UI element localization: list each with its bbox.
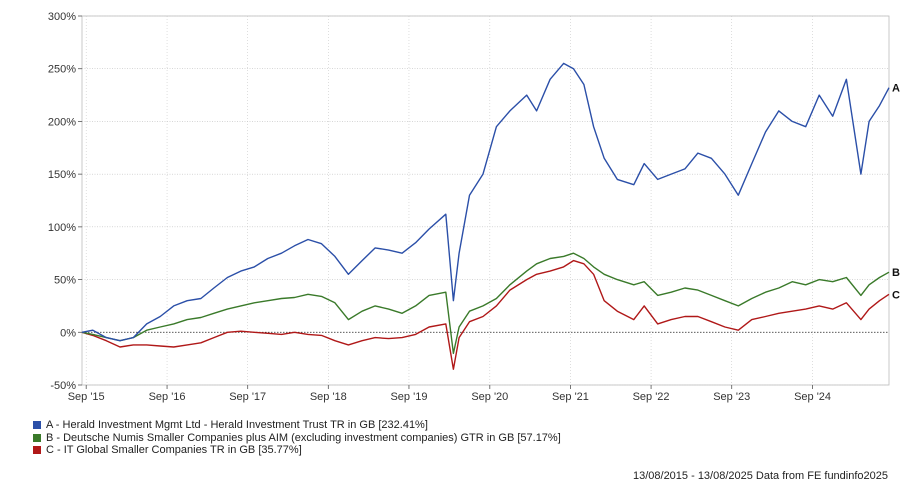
y-tick-label: 300% [48,11,76,23]
x-tick-label: Sep '24 [794,391,831,403]
x-tick-label: Sep '22 [633,391,670,403]
x-tick-label: Sep '20 [471,391,508,403]
legend: A - Herald Investment Mgmt Ltd - Herald … [33,419,561,457]
y-tick-label: 200% [48,116,76,128]
legend-swatch [33,433,41,442]
line-chart: -50%0%50%100%150%200%250%300% Sep '15 Sep… [48,11,900,403]
x-tick-label: Sep '19 [390,391,427,403]
legend-swatch [33,446,41,455]
legend-label: B - Deutsche Numis Smaller Companies plu… [46,431,561,444]
x-tick-label: Sep '23 [713,391,750,403]
series-end-label-a: A [892,83,900,95]
series-end-label-b: B [892,267,900,279]
legend-label: A - Herald Investment Mgmt Ltd - Herald … [46,419,428,431]
series-line-a [81,62,890,342]
series-line-b [81,252,890,355]
plot-frame [81,15,890,386]
gridlines [81,15,890,386]
series-line-c [81,259,890,370]
x-tick-label: Sep '15 [68,391,105,403]
y-tick-label: 50% [54,275,76,287]
legend-swatch [33,421,41,430]
y-tick-label: 0% [60,327,76,339]
footer-note: 13/08/2015 - 13/08/2025 Data from FE fun… [632,470,888,482]
x-tick-label: Sep '17 [229,391,266,403]
end-labels: CB A [892,83,900,302]
series-lines [81,62,890,370]
y-tick-label: 250% [48,64,76,76]
y-tick-label: -50% [50,380,76,392]
x-tick-label: Sep '18 [310,391,347,403]
legend-item: C - IT Global Smaller Companies TR in GB… [33,444,561,457]
y-tick-label: 100% [48,222,76,234]
x-axis: Sep '15 Sep '16 Sep '17 Sep '18 Sep '19 Sep '… [68,385,831,403]
series-end-label-c: C [892,289,900,301]
legend-label: C - IT Global Smaller Companies TR in GB… [46,444,302,456]
y-tick-label: 150% [48,169,76,181]
x-tick-label: Sep '21 [552,391,589,403]
legend-item: A - Herald Investment Mgmt Ltd - Herald … [33,419,561,432]
legend-item: B - Deutsche Numis Smaller Companies plu… [33,432,561,445]
x-tick-label: Sep '16 [149,391,186,403]
y-axis: -50% 0% 50% 100% 150% 200% 250% 300% [48,11,82,392]
